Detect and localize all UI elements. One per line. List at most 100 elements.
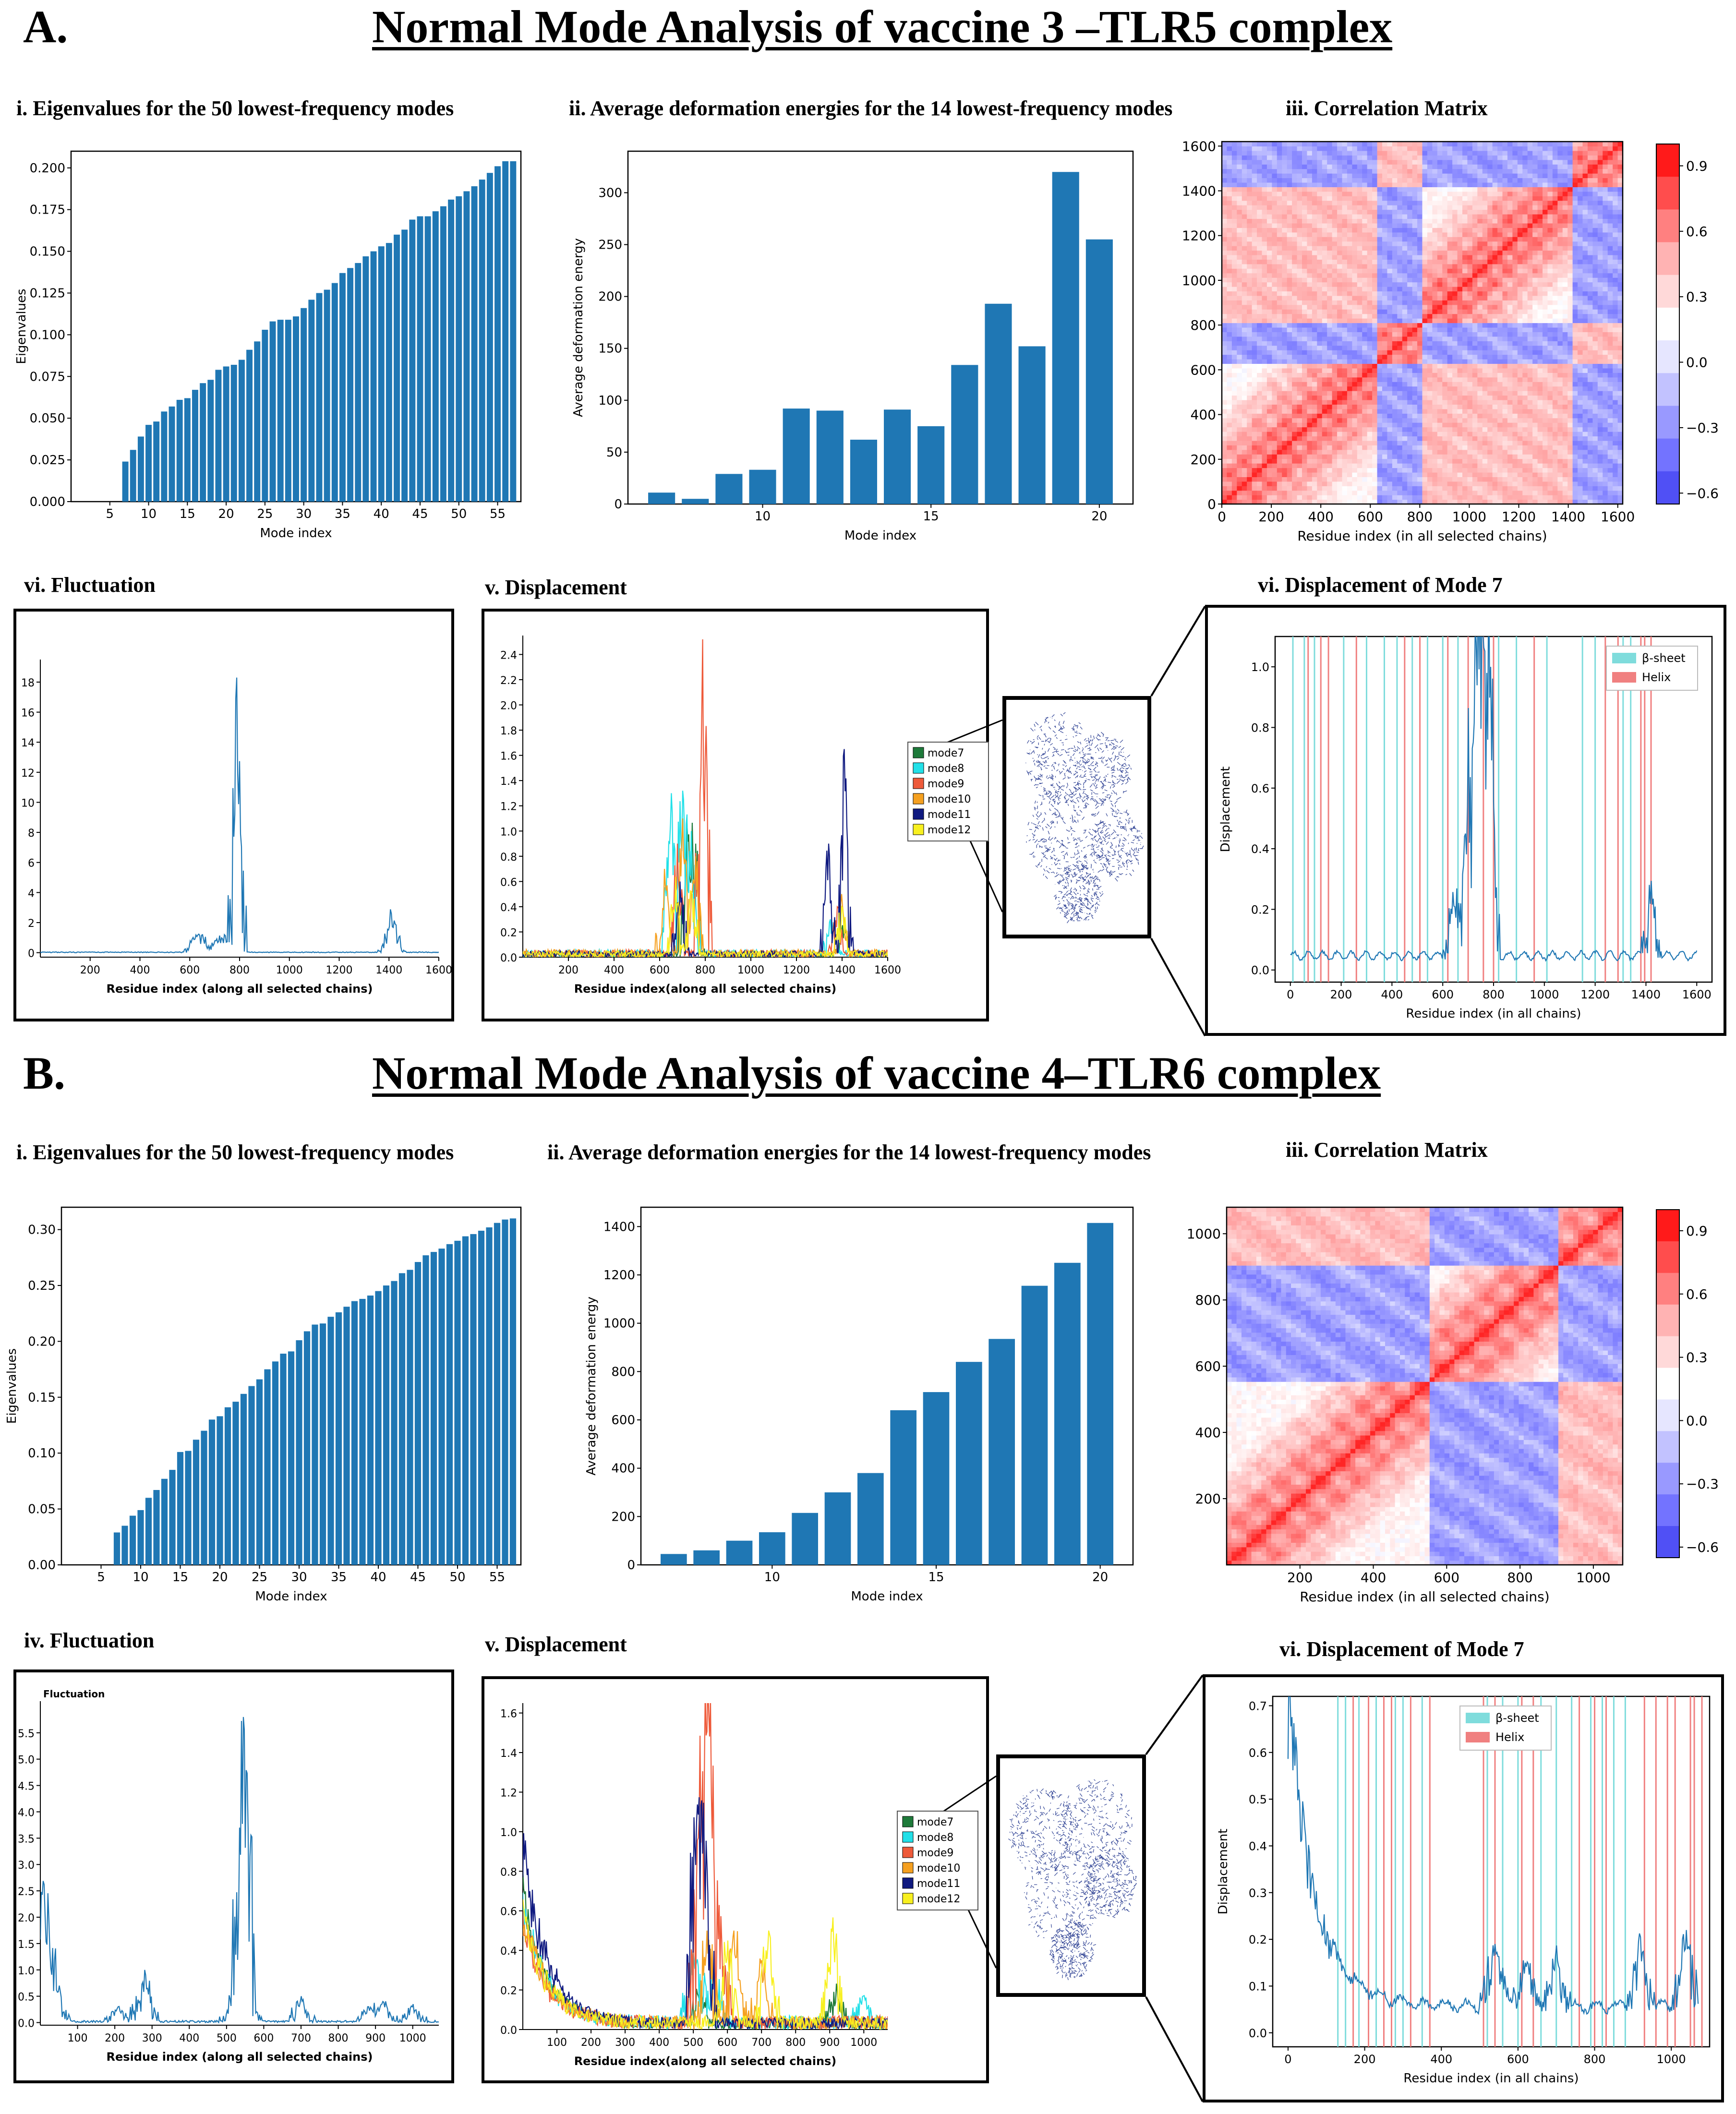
y-tick-label: 0 — [28, 948, 35, 960]
a-disp-title: v. Displacement — [485, 576, 627, 599]
bar-mode-12 — [824, 1492, 851, 1565]
y-tick-label: 0.2 — [1249, 1933, 1267, 1946]
legend-swatch-mode10 — [902, 1862, 914, 1874]
colorbar-segment — [1656, 1399, 1679, 1431]
legend-label-sheet: β-sheet — [1495, 1711, 1539, 1725]
y-tick-label: 0.4 — [500, 1946, 517, 1958]
x-tick-label: 1000 — [850, 2037, 877, 2049]
y-tick-label: 1.6 — [500, 1708, 517, 1720]
a-protein-mesh — [1025, 712, 1144, 924]
bar-mode-33 — [324, 289, 330, 502]
x-tick-label: 200 — [1354, 2053, 1376, 2066]
bar-mode-31 — [308, 300, 315, 502]
colorbar-tick-label: 0.6 — [1686, 224, 1708, 240]
bar-mode-48 — [438, 1249, 445, 1565]
colorbar-segment — [1656, 242, 1679, 276]
legend-swatch-mode8 — [913, 762, 924, 774]
bar-mode-37 — [355, 263, 362, 502]
b-fluct-chart: 100 200 300 400 500 600 700 800 900 1000 0.0 0.5 1.0… — [13, 1670, 454, 2083]
y-tick-label: 0.8 — [1251, 721, 1269, 734]
y-tick-label: 3.5 — [18, 1833, 35, 1845]
bar-mode-43 — [398, 1273, 406, 1565]
y-tick-label: 0.2 — [500, 927, 517, 939]
colorbar-segment — [1656, 144, 1679, 177]
bar-mode-55 — [494, 166, 501, 502]
y-tick-label: 0.5 — [1249, 1793, 1267, 1806]
x-tick-label: 5 — [97, 1570, 105, 1585]
x-tick-label: 10 — [133, 1570, 148, 1585]
y-tick-label: 2.2 — [500, 675, 517, 687]
x-tick-label: 900 — [365, 2032, 386, 2044]
colorbar-segment — [1656, 1431, 1679, 1463]
bar-mode-20 — [223, 366, 229, 502]
bar-mode-24 — [254, 341, 261, 502]
bar-mode-34 — [327, 1317, 334, 1565]
x-axis-label: Residue index(along all selected chains) — [574, 2054, 837, 2068]
colorbar-frame — [1656, 1209, 1680, 1558]
x-tick-label: 800 — [328, 2032, 349, 2044]
y-tick-label: 1.4 — [500, 776, 517, 788]
legend-label-mode11: mode11 — [917, 1878, 960, 1890]
x-tick-label: 15 — [172, 1570, 188, 1585]
series-signal — [1290, 637, 1698, 962]
bar-mode-16 — [185, 1451, 192, 1565]
bar-mode-10 — [137, 1510, 144, 1565]
x-tick-label: 1000 — [1530, 988, 1559, 1001]
b-mode7-title: vi. Displacement of Mode 7 — [1279, 1637, 1524, 1661]
bar-mode-9 — [137, 436, 144, 502]
bar-mode-18 — [1021, 1285, 1048, 1565]
legend-swatch-helix — [1466, 1732, 1490, 1742]
x-tick-label: 1600 — [874, 964, 901, 976]
y-tick-label: 600 — [611, 1413, 635, 1428]
y-tick-label: 5.0 — [18, 1754, 35, 1766]
bar-mode-55 — [494, 1223, 501, 1565]
y-tick-label: 600 — [1195, 1358, 1221, 1374]
y-tick-label: 1.4 — [500, 1748, 517, 1760]
bar-mode-14 — [169, 1470, 176, 1565]
x-tick-label: 600 — [1507, 2053, 1529, 2066]
a-corr-chart: 00 200 200 400 400 600 600 800 800 1000 1000 1200 12… — [1182, 138, 1719, 544]
protein-mesh-lines — [1008, 1779, 1137, 1981]
bar-mode-28 — [285, 320, 291, 502]
x-tick-label: 1600 — [425, 964, 452, 976]
y-tick-label: 4.5 — [18, 1781, 35, 1793]
bar-mode-21 — [224, 1407, 231, 1565]
bar-mode-9 — [129, 1515, 136, 1565]
y-tick-label: 1.2 — [500, 801, 517, 813]
bar-mode-32 — [312, 1324, 318, 1565]
x-tick-label: 35 — [335, 507, 350, 521]
y-tick-label: 0.125 — [30, 286, 65, 300]
y-tick-label: 0.050 — [30, 411, 65, 426]
colorbar-segment — [1656, 340, 1679, 373]
bar-mode-29 — [288, 1351, 295, 1565]
legend: β-sheet Helix — [1459, 1706, 1552, 1751]
x-tick-label: 1200 — [1502, 509, 1536, 525]
x-tick-label: 1600 — [1601, 509, 1635, 525]
y-tick-label: 16 — [21, 708, 35, 720]
colorbar-segment — [1656, 471, 1679, 504]
bar-mode-7 — [122, 461, 129, 502]
bar-mode-7 — [113, 1532, 121, 1565]
x-tick-label: 800 — [1584, 2053, 1606, 2066]
x-tick-label: 20 — [212, 1570, 228, 1585]
colorbar-frame — [1656, 144, 1680, 504]
bar-mode-39 — [370, 251, 377, 502]
bar-mode-22 — [232, 1402, 239, 1565]
bar-mode-35 — [339, 273, 346, 502]
mode-legend: mode7 mode8 mode9 mode10 mode11 mode12 — [897, 1811, 978, 1910]
a-corr-title: iii. Correlation Matrix — [1286, 96, 1488, 120]
bar-mode-22 — [238, 360, 245, 502]
protein-backbone — [1025, 712, 1144, 924]
y-tick-label: 1000 — [603, 1317, 635, 1331]
x-tick-label: 200 — [105, 2032, 125, 2044]
bar-mode-57 — [509, 1218, 517, 1565]
x-tick-label: 800 — [1483, 988, 1505, 1001]
colorbar-segment — [1656, 1463, 1679, 1495]
x-axis-label: Residue index (in all chains) — [1406, 1007, 1581, 1021]
bar-mode-41 — [386, 243, 392, 502]
bar-mode-40 — [378, 246, 385, 502]
series-mode8 — [523, 791, 888, 957]
x-tick-label: 200 — [1330, 988, 1352, 1001]
x-axis-label: Mode index — [844, 528, 916, 543]
bar-mode-41 — [383, 1285, 390, 1565]
